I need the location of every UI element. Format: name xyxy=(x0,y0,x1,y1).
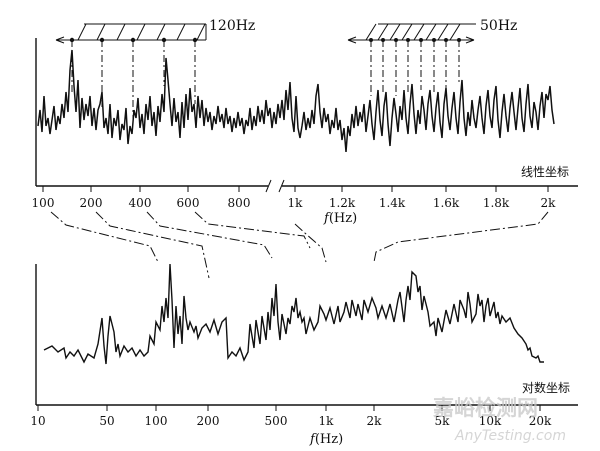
watermark-brand-cn: 嘉峪检测网 xyxy=(433,396,538,420)
top-axis-title: f(Hz) xyxy=(323,211,357,226)
axis-break-mark xyxy=(265,179,285,193)
bottom-tick-label: 200 xyxy=(197,414,220,428)
top-tick-label: 1.8k xyxy=(483,196,510,210)
top-axis-title-unit: (Hz) xyxy=(329,211,357,226)
bottom-panel-caption: 对数坐标 xyxy=(522,380,570,395)
bottom-spectrum-trace xyxy=(43,263,544,365)
top-tick-label: 1.2k xyxy=(329,196,356,210)
bottom-tick-label: 20k xyxy=(529,414,552,428)
top-tick-label: 200 xyxy=(80,196,103,210)
arrow-left-icon-50 xyxy=(347,36,357,44)
top-axis-ticks xyxy=(42,186,549,192)
bottom-tick-label: 10 xyxy=(30,414,45,428)
bottom-axis-tick-labels: 10 50 100 200 500 1k 2k 5k 10k 20k xyxy=(30,414,552,428)
top-tick-label: 1.4k xyxy=(379,196,406,210)
top-tick-label: 600 xyxy=(177,196,200,210)
harmonic-120-bracket xyxy=(55,23,207,122)
bottom-tick-label: 5k xyxy=(435,414,451,428)
bottom-panel xyxy=(35,263,578,406)
top-axis-title-f: f xyxy=(323,211,331,226)
top-spectrum-trace xyxy=(37,49,555,153)
top-tick-label: 400 xyxy=(129,196,152,210)
bottom-axis-ticks xyxy=(37,405,541,411)
bottom-axis-title-unit: (Hz) xyxy=(315,432,343,447)
bottom-tick-label: 1k xyxy=(319,414,335,428)
top-tick-label: 1k xyxy=(288,196,304,210)
arrow-right-icon-50 xyxy=(465,36,475,44)
top-axis-tick-labels: 100 200 400 600 800 1k 1.2k 1.4k 1.6k 1.… xyxy=(32,196,557,210)
bottom-axis-title-f: f xyxy=(309,432,317,447)
top-tick-label: 1.6k xyxy=(433,196,460,210)
bottom-tick-label: 100 xyxy=(145,414,168,428)
top-tick-label: 2k xyxy=(541,196,557,210)
bottom-tick-label: 10k xyxy=(479,414,502,428)
harmonic-50-bracket xyxy=(347,23,476,96)
harmonic-50-label: 50Hz xyxy=(480,18,517,34)
bottom-axis-title: f(Hz) xyxy=(309,432,343,447)
harmonic-120-label: 120Hz xyxy=(209,18,255,34)
watermark-brand-url: AnyTesting.com xyxy=(454,428,566,444)
bottom-tick-label: 2k xyxy=(367,414,383,428)
watermark: 嘉峪检测网 AnyTesting.com xyxy=(433,396,566,444)
bottom-tick-label: 50 xyxy=(99,414,114,428)
harmonic-50-droplines xyxy=(370,40,460,96)
arrow-left-icon xyxy=(55,36,65,44)
top-tick-label: 100 xyxy=(32,196,55,210)
scale-mapping-lines xyxy=(50,211,549,279)
top-panel-caption: 线性坐标 xyxy=(521,165,569,179)
top-panel xyxy=(35,38,578,193)
harmonic-120-droplines xyxy=(71,40,196,122)
top-tick-label: 800 xyxy=(228,196,251,210)
bottom-tick-label: 500 xyxy=(265,414,288,428)
